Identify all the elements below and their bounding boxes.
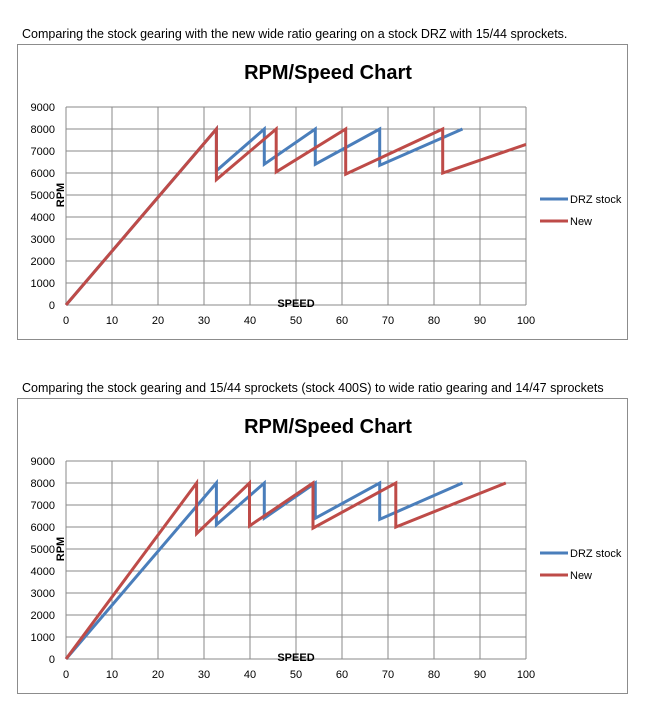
- y-tick-label: 1000: [31, 632, 55, 644]
- legend-label: New: [570, 570, 592, 582]
- chart-2: RPM/Speed Chart 0 1000 2000 3000 4000 5000 6000…: [17, 398, 628, 694]
- x-tick-label: 40: [244, 669, 256, 681]
- y-tick-label: 0: [49, 300, 55, 312]
- x-tick-label: 70: [382, 669, 394, 681]
- y-tick-label: 2000: [31, 256, 55, 268]
- series-line-new: [64, 124, 527, 306]
- y-tick-label: 2000: [31, 610, 55, 622]
- series-line-new: [64, 478, 507, 660]
- y-tick-label: 0: [49, 654, 55, 666]
- x-tick-label: 40: [244, 315, 256, 327]
- x-tick-label: 0: [63, 315, 69, 327]
- x-axis-label: SPEED: [277, 298, 314, 310]
- y-tick-label: 6000: [31, 168, 55, 180]
- y-tick-label: 6000: [31, 522, 55, 534]
- x-tick-label: 90: [474, 315, 486, 327]
- y-tick-label: 7000: [31, 500, 55, 512]
- x-tick-label: 20: [152, 669, 164, 681]
- y-tick-label: 8000: [31, 124, 55, 136]
- x-tick-label: 50: [290, 315, 302, 327]
- x-tick-label: 10: [106, 669, 118, 681]
- x-tick-label: 80: [428, 315, 440, 327]
- series-line-drz-stock: [64, 478, 464, 660]
- x-tick-label: 0: [63, 669, 69, 681]
- x-tick-label: 90: [474, 669, 486, 681]
- x-tick-label: 60: [336, 669, 348, 681]
- legend-label: New: [570, 216, 592, 228]
- x-tick-label: 50: [290, 669, 302, 681]
- y-tick-label: 5000: [31, 190, 55, 202]
- y-tick-label: 4000: [31, 566, 55, 578]
- caption-chart-2: Comparing the stock gearing and 15/44 sp…: [22, 381, 604, 395]
- y-tick-label: 3000: [31, 234, 55, 246]
- y-axis-label: RPM: [55, 183, 67, 207]
- y-tick-label: 1000: [31, 278, 55, 290]
- x-axis-label: SPEED: [277, 652, 314, 664]
- x-tick-label: 100: [517, 315, 535, 327]
- caption-chart-1: Comparing the stock gearing with the new…: [22, 27, 568, 41]
- y-tick-label: 3000: [31, 588, 55, 600]
- chart-1: RPM/Speed Chart 0 1000 2000 3000 4000 5000 6000…: [17, 44, 628, 340]
- legend-label: DRZ stock: [570, 194, 622, 206]
- x-tick-label: 30: [198, 315, 210, 327]
- x-tick-label: 100: [517, 669, 535, 681]
- x-tick-label: 60: [336, 315, 348, 327]
- chart-1-svg: RPM/Speed Chart0100020003000400050006000…: [31, 62, 622, 327]
- x-tick-label: 30: [198, 669, 210, 681]
- chart-title: RPM/Speed Chart: [244, 416, 412, 438]
- chart-title: RPM/Speed Chart: [244, 62, 412, 84]
- x-tick-label: 20: [152, 315, 164, 327]
- y-tick-label: 8000: [31, 478, 55, 490]
- y-tick-label: 4000: [31, 212, 55, 224]
- y-tick-label: 7000: [31, 146, 55, 158]
- legend-label: DRZ stock: [570, 548, 622, 560]
- x-tick-label: 10: [106, 315, 118, 327]
- chart-2-svg: RPM/Speed Chart0100020003000400050006000…: [31, 416, 622, 681]
- y-axis-label: RPM: [55, 537, 67, 561]
- y-tick-label: 9000: [31, 102, 55, 114]
- x-tick-label: 70: [382, 315, 394, 327]
- y-tick-label: 9000: [31, 456, 55, 468]
- x-tick-label: 80: [428, 669, 440, 681]
- y-tick-label: 5000: [31, 544, 55, 556]
